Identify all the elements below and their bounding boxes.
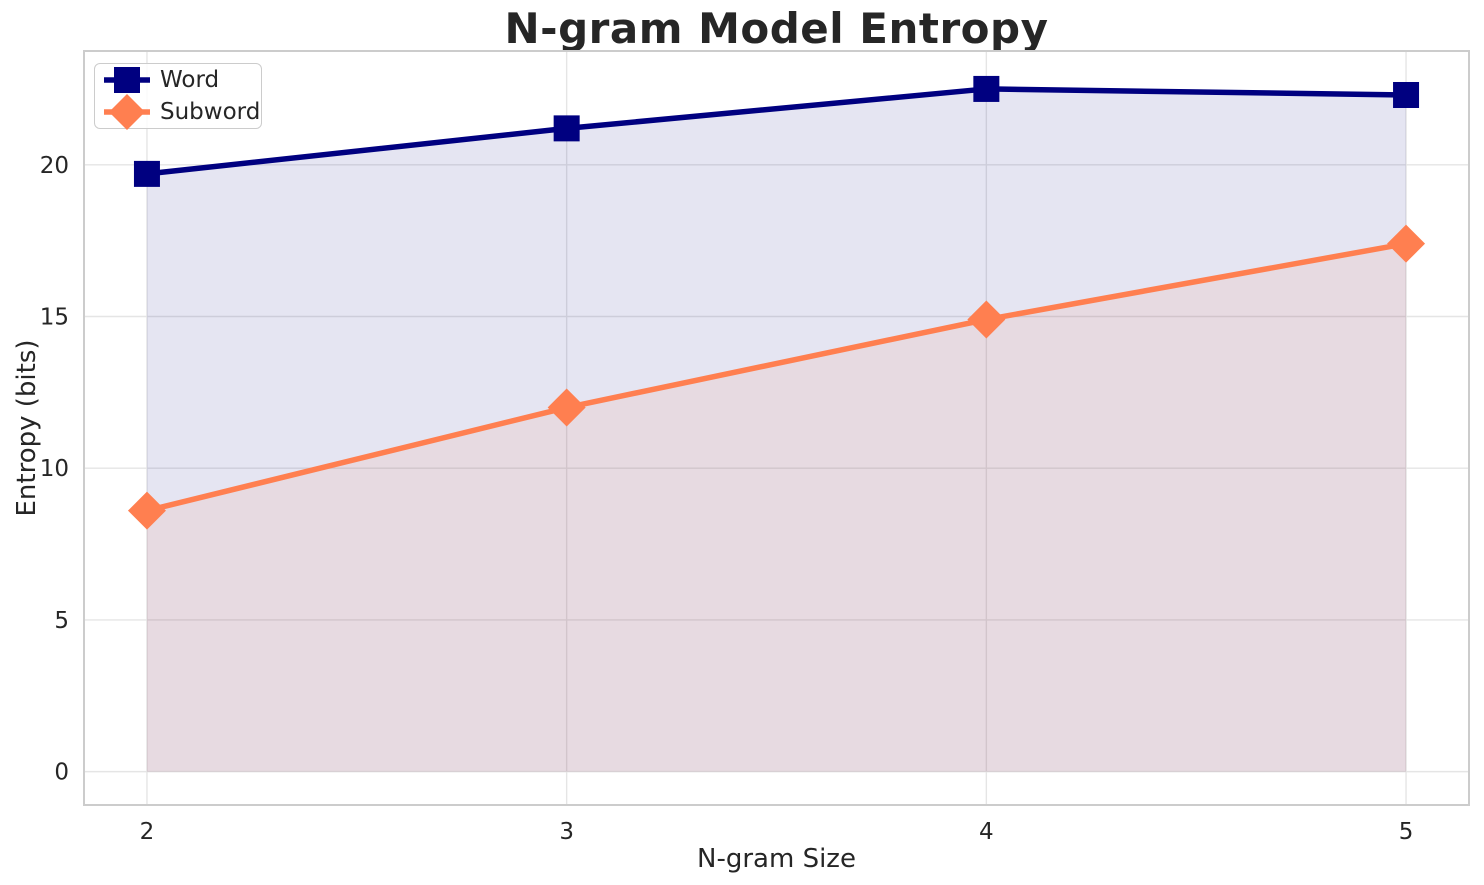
- subword-area-fill: [146, 243, 1407, 772]
- subword-data-point-marker: [547, 388, 586, 427]
- word-data-point-marker: [553, 115, 580, 142]
- word-data-point-marker: [1393, 81, 1420, 108]
- word-data-point-marker: [133, 160, 160, 187]
- x-axis-label: N-gram Size: [697, 844, 856, 874]
- y-tick-label: 5: [54, 608, 69, 634]
- x-tick-label: 2: [140, 819, 155, 845]
- word-data-point-marker: [973, 75, 1000, 102]
- chart-title: N-gram Model Entropy: [504, 4, 1049, 53]
- y-tick-label: 20: [40, 153, 69, 179]
- subword-data-point-marker: [1387, 224, 1426, 263]
- y-tick-label: 15: [40, 304, 69, 330]
- y-axis-label: Entropy (bits): [12, 339, 42, 517]
- y-tick-label: 0: [54, 760, 69, 786]
- plot-border: [83, 50, 1470, 806]
- x-tick-label: 5: [1399, 819, 1414, 845]
- word-series-square-icon: [104, 67, 150, 93]
- subword-series-line: [144, 240, 1409, 514]
- legend-item-word: Word: [103, 65, 253, 95]
- legend: Word Subword: [94, 63, 262, 130]
- word-area-fill: [146, 88, 1407, 772]
- x-tick-label: 4: [979, 819, 994, 845]
- subword-data-point-marker: [127, 491, 166, 530]
- subword-data-point-marker: [967, 300, 1006, 339]
- legend-item-subword: Subword: [103, 94, 260, 130]
- subword-series-diamond-icon: [104, 94, 150, 130]
- y-tick-label: 10: [40, 456, 69, 482]
- x-tick-label: 3: [559, 819, 574, 845]
- word-series-line: [144, 86, 1409, 177]
- legend-label-word: Word: [160, 66, 220, 93]
- legend-label-subword: Subword: [160, 98, 261, 125]
